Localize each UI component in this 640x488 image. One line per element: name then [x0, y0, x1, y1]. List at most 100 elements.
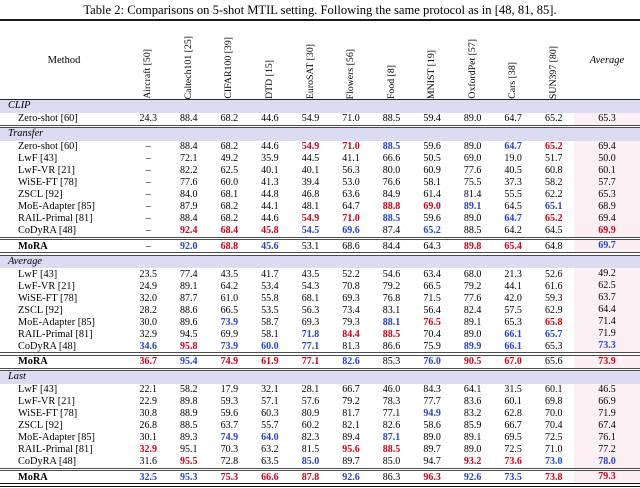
value-cell: 65.2	[544, 113, 563, 124]
average-cell: 46.5	[574, 383, 640, 396]
value-cell: 95.5	[180, 456, 198, 467]
value-cell: 46.0	[382, 384, 401, 395]
value-cell: 52.2	[342, 268, 360, 280]
value-cell: 55.7	[261, 420, 279, 431]
value-cell: 32.9	[139, 444, 158, 455]
section-label-clip: CLIP	[0, 100, 640, 113]
value-cell: 87.1	[382, 432, 401, 443]
value-cell: 65.7	[544, 328, 563, 340]
value-cell: 56.3	[342, 165, 360, 176]
value-cell: 65.2	[544, 213, 563, 224]
value-cell: 83.6	[463, 396, 482, 407]
value-cell: 36.7	[139, 356, 158, 367]
value-cell: 23.5	[139, 268, 158, 280]
value-cell: 59.3	[220, 396, 239, 407]
value-cell: 88.4	[180, 113, 198, 124]
column-header-label: EuroSAT [30]	[304, 43, 316, 99]
value-cell: 41.7	[261, 268, 279, 280]
method-cell: RAIL-Primal [81]	[18, 444, 93, 455]
value-cell: 94.5	[180, 328, 198, 340]
value-cell: 60.8	[544, 165, 563, 176]
value-cell: 76.8	[382, 292, 401, 304]
value-cell: 65.2	[544, 141, 563, 152]
value-cell: 57.6	[301, 396, 320, 407]
value-cell: 70.8	[342, 280, 360, 292]
method-cell: MoE-Adapter [85]	[18, 316, 95, 328]
value-cell: 64.2	[220, 280, 239, 292]
value-cell: 32.5	[139, 471, 158, 483]
value-cell: 89.4	[342, 432, 360, 443]
value-cell: 45.6	[261, 240, 279, 252]
value-cell: 66.1	[504, 328, 522, 340]
table-row: MoE-Adapter [85] 30.1 89.3 74.9 64.0 82.3 89.4…	[0, 431, 640, 444]
value-cell: 28.1	[301, 384, 320, 395]
value-cell: 88.8	[382, 201, 401, 212]
value-cell: 83.1	[382, 304, 401, 316]
value-cell: 57.1	[261, 396, 279, 407]
average-cell: 63.7	[574, 292, 640, 304]
table-row: Zero-shot [60] 24.3 88.4 68.2 44.6 54.9 71.0 88…	[0, 112, 640, 125]
value-cell: 75.5	[463, 177, 482, 188]
column-header-label: Aircraft [50]	[142, 49, 154, 99]
value-cell: 67.0	[504, 356, 522, 367]
value-cell: 82.6	[342, 356, 360, 367]
value-cell: 49.2	[220, 153, 239, 164]
column-header-label: OxfordPet [57]	[466, 39, 478, 99]
value-cell: 84.4	[382, 240, 401, 252]
value-cell: 90.5	[463, 356, 482, 367]
value-cell: 62.5	[220, 165, 239, 176]
value-cell: 66.1	[504, 340, 522, 352]
section-label-transfer: Transfer	[0, 128, 640, 141]
average-cell: 69.7	[574, 240, 640, 252]
column-header-sun397-80: SUN397 [80]	[533, 21, 574, 99]
value-cell: 40.5	[504, 165, 522, 176]
value-cell: 40.1	[261, 165, 279, 176]
value-cell: 89.0	[463, 444, 482, 455]
value-cell: 70.0	[544, 408, 563, 419]
method-cell: Zero-shot [60]	[18, 141, 78, 152]
value-cell: 74.9	[220, 356, 239, 367]
value-cell: 61.9	[261, 356, 279, 367]
section-divider-rule	[0, 252, 640, 256]
average-cell: 79.3	[574, 471, 640, 483]
value-cell: 73.0	[544, 456, 563, 467]
value-cell: 79.3	[342, 316, 360, 328]
column-header-eurosat-30: EuroSAT [30]	[290, 21, 331, 99]
value-cell: –	[145, 153, 151, 164]
value-cell: 71.0	[342, 141, 360, 152]
value-cell: 71.0	[342, 213, 360, 224]
table-row: ZSCL [92] 26.8 88.5 63.7 55.7 60.2 82.1 82.6 58.…	[0, 419, 640, 432]
value-cell: 65.6	[544, 356, 563, 367]
value-cell: 75.3	[220, 471, 239, 483]
value-cell: 95.3	[180, 471, 198, 483]
table-row: LwF-VR [21] – 82.2 62.5 40.1 40.1 56.3 80.0 60.9…	[0, 164, 640, 177]
value-cell: 57.5	[504, 304, 522, 316]
column-header-label: DTD [15]	[264, 60, 275, 99]
value-cell: 70.3	[220, 444, 239, 455]
value-cell: 44.6	[261, 213, 279, 224]
value-cell: 81.7	[342, 408, 360, 419]
value-cell: 89.9	[463, 340, 482, 352]
value-cell: 87.9	[180, 201, 198, 212]
value-cell: 69.9	[220, 328, 239, 340]
value-cell: 60.1	[544, 384, 563, 395]
value-cell: 92.0	[180, 240, 198, 252]
average-cell: 71.9	[574, 328, 640, 340]
method-cell: WiSE-FT [78]	[18, 177, 78, 188]
value-cell: 68.2	[220, 201, 239, 212]
column-header-food-8: Food [8]	[371, 21, 412, 99]
value-cell: 92.6	[463, 471, 482, 483]
value-cell: 51.7	[544, 153, 563, 164]
average-cell: 65.3	[574, 188, 640, 201]
column-header-label: CIFAR100 [39]	[223, 37, 235, 99]
method-cell: LwF [43]	[18, 153, 58, 164]
value-cell: 24.3	[139, 113, 158, 124]
table-row: WiSE-FT [78] – 77.6 60.0 41.3 39.4 53.0 76.6 58.…	[0, 176, 640, 189]
value-cell: 60.0	[220, 177, 239, 188]
value-cell: 69.8	[544, 396, 563, 407]
value-cell: 78.3	[382, 396, 401, 407]
value-cell: 84.0	[180, 189, 198, 200]
value-cell: 68.2	[220, 113, 239, 124]
average-cell: 73.9	[574, 355, 640, 368]
value-cell: 80.9	[301, 408, 320, 419]
